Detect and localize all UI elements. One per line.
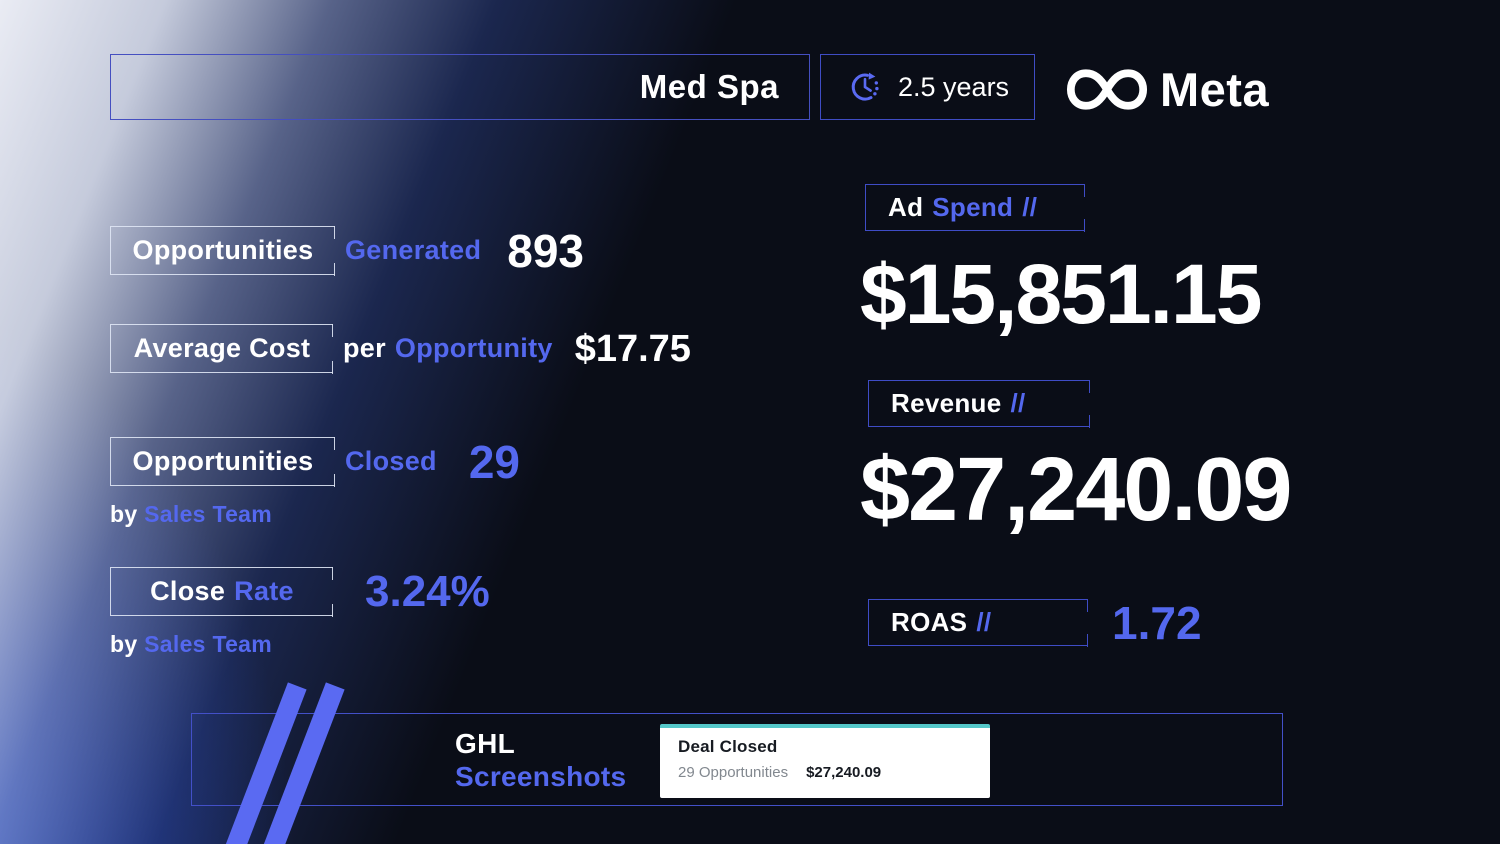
stat-label-box: Average Cost [110,323,333,374]
card-opportunity-count: 29 Opportunities [678,764,789,781]
stat-byline: by Sales Team [110,631,273,657]
roas-label-box: ROAS // [868,598,1088,647]
stat-label-accent: Opportunity [394,333,553,363]
stat-value: $17.75 [574,327,691,370]
clock-icon [847,69,883,105]
ghl-screenshots-bar [191,713,1283,806]
stat-byline: by Sales Team [110,501,273,527]
duration-label: 2.5 years [898,71,1010,102]
stat-label-accent: Closed [345,446,437,476]
duration-box: 2.5 years [820,54,1035,120]
stat-average-cost: Average Cost per Opportunity $17.75 [110,323,691,374]
meta-logo: Meta [1066,60,1269,118]
ad-spend-value: $15,851.15 [860,247,1262,341]
client-name-label: Med Spa [639,68,779,105]
stat-value: 3.24% [365,566,490,616]
stat-label-accent: Generated [345,235,482,265]
stat-label-mid: per [343,333,386,363]
slashes-decor: // [976,607,992,637]
client-name-box: Med Spa [110,54,810,120]
stat-label-box: Opportunities [110,436,335,487]
deal-closed-card: Deal Closed 29 Opportunities $27,240.09 [660,724,990,798]
revenue-label-box: Revenue // [868,379,1090,428]
stat-close-rate: Close Rate 3.24% by Sales Team [110,566,490,658]
meta-wordmark: Meta [1160,62,1270,116]
stat-opportunities-generated: Opportunities Generated 893 [110,224,584,277]
roas-value: 1.72 [1112,597,1202,649]
ad-spend-label-box: Ad Spend // [865,183,1085,232]
card-amount: $27,240.09 [806,764,882,781]
revenue-value: $27,240.09 [860,440,1292,540]
ghl-screenshots-title: GHL Screenshots [455,728,627,792]
stat-value: 29 [468,435,520,488]
stat-label-box: Opportunities [110,225,335,276]
stat-value: 893 [507,224,584,277]
card-title: Deal Closed [678,737,778,756]
stat-opportunities-closed: Opportunities Closed 29 by Sales Team [110,435,520,528]
stat-label-box: Close Rate [110,566,333,617]
meta-infinity-icon [1066,65,1148,114]
slashes-decor: // [1022,192,1038,222]
slashes-decor: // [1010,388,1026,418]
